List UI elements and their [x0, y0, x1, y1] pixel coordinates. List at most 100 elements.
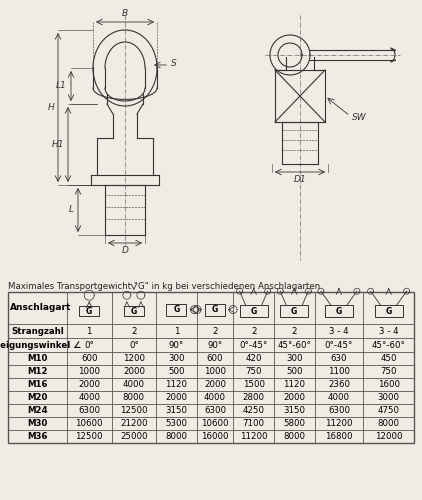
Text: 6300: 6300	[78, 406, 100, 415]
Text: 16800: 16800	[325, 432, 353, 441]
Text: 300: 300	[168, 354, 185, 363]
Text: S: S	[171, 58, 177, 68]
Text: 600: 600	[207, 354, 223, 363]
Text: G: G	[291, 306, 298, 316]
Text: 21200: 21200	[120, 419, 148, 428]
Text: 25000: 25000	[120, 432, 148, 441]
Text: 2: 2	[131, 326, 137, 336]
Text: 45°-60°: 45°-60°	[277, 340, 311, 349]
Text: 4000: 4000	[123, 380, 145, 389]
Text: 420: 420	[245, 354, 262, 363]
Text: 3 - 4: 3 - 4	[329, 326, 349, 336]
Text: 10600: 10600	[76, 419, 103, 428]
Text: M16: M16	[27, 380, 48, 389]
Text: 630: 630	[331, 354, 347, 363]
Bar	[240, 305, 268, 317]
Text: 2800: 2800	[243, 393, 265, 402]
Bar	[79, 306, 99, 316]
Text: 2000: 2000	[165, 393, 187, 402]
Text: 1: 1	[87, 326, 92, 336]
Text: 90°: 90°	[208, 340, 223, 349]
Bar	[375, 305, 403, 317]
Text: 750: 750	[245, 367, 262, 376]
Bar	[325, 305, 353, 317]
Text: 8000: 8000	[283, 432, 305, 441]
Text: 750: 750	[380, 367, 397, 376]
Text: M12: M12	[27, 367, 48, 376]
Text: G: G	[86, 306, 92, 316]
Text: 0°-45°: 0°-45°	[239, 340, 268, 349]
Text: 4000: 4000	[78, 393, 100, 402]
Text: 500: 500	[286, 367, 303, 376]
Text: 2000: 2000	[283, 393, 305, 402]
Text: 300: 300	[286, 354, 303, 363]
Text: 600: 600	[81, 354, 97, 363]
Text: 2: 2	[251, 326, 257, 336]
Text: M36: M36	[27, 432, 48, 441]
Text: H: H	[47, 103, 54, 112]
Text: 2: 2	[212, 326, 218, 336]
Bar	[205, 304, 225, 316]
Text: 2: 2	[292, 326, 297, 336]
Text: 4250: 4250	[243, 406, 265, 415]
Text: 1000: 1000	[204, 367, 226, 376]
Text: Maximales Transportgewicht "G" in kg bei verschiedenen Anschlagarten: Maximales Transportgewicht "G" in kg bei…	[8, 282, 320, 291]
Text: 3150: 3150	[283, 406, 305, 415]
Text: 4750: 4750	[378, 406, 400, 415]
Text: 3000: 3000	[378, 393, 400, 402]
Text: 1120: 1120	[283, 380, 305, 389]
Text: 7100: 7100	[243, 419, 265, 428]
Text: 1: 1	[174, 326, 179, 336]
Text: 1100: 1100	[328, 367, 350, 376]
Text: 3 - 4: 3 - 4	[379, 326, 398, 336]
Text: 1120: 1120	[165, 380, 187, 389]
Text: H1: H1	[51, 140, 64, 149]
Text: Anschlagart: Anschlagart	[10, 304, 71, 312]
Text: 3150: 3150	[165, 406, 187, 415]
Text: B: B	[122, 9, 128, 18]
Bar	[8, 292, 414, 443]
Text: 500: 500	[168, 367, 185, 376]
Text: 1500: 1500	[243, 380, 265, 389]
Text: 5800: 5800	[283, 419, 305, 428]
Text: 12500: 12500	[120, 406, 148, 415]
Text: 11200: 11200	[325, 419, 353, 428]
Text: 0°: 0°	[129, 340, 139, 349]
Text: 1200: 1200	[123, 354, 145, 363]
Text: 6300: 6300	[328, 406, 350, 415]
Text: M24: M24	[27, 406, 48, 415]
Text: 6300: 6300	[204, 406, 226, 415]
Text: 450: 450	[380, 354, 397, 363]
Text: 16000: 16000	[201, 432, 229, 441]
Text: M20: M20	[27, 393, 48, 402]
Text: Strangzahl: Strangzahl	[11, 326, 64, 336]
Text: G: G	[173, 305, 180, 314]
Text: 0°-45°: 0°-45°	[325, 340, 353, 349]
Text: 0°: 0°	[84, 340, 94, 349]
Text: 12500: 12500	[76, 432, 103, 441]
Text: 1600: 1600	[378, 380, 400, 389]
Text: 90°: 90°	[169, 340, 184, 349]
Text: 8000: 8000	[378, 419, 400, 428]
Text: G: G	[131, 306, 137, 316]
Text: 45°-60°: 45°-60°	[372, 340, 406, 349]
Text: 2000: 2000	[123, 367, 145, 376]
Text: G: G	[212, 305, 218, 314]
Bar	[167, 304, 187, 316]
Bar	[280, 305, 308, 317]
Text: Neigungswinkel ∠: Neigungswinkel ∠	[0, 340, 81, 349]
Text: M10: M10	[27, 354, 48, 363]
Text: M30: M30	[27, 419, 48, 428]
Text: D: D	[122, 246, 128, 255]
Text: 2000: 2000	[204, 380, 226, 389]
Text: 1000: 1000	[78, 367, 100, 376]
Text: L: L	[69, 206, 74, 214]
Text: 2360: 2360	[328, 380, 350, 389]
Text: 2000: 2000	[78, 380, 100, 389]
Text: 5300: 5300	[165, 419, 187, 428]
Text: 11200: 11200	[240, 432, 268, 441]
Text: G: G	[386, 306, 392, 316]
Text: SW: SW	[352, 114, 367, 122]
Text: G: G	[336, 306, 342, 316]
Text: 8000: 8000	[165, 432, 187, 441]
